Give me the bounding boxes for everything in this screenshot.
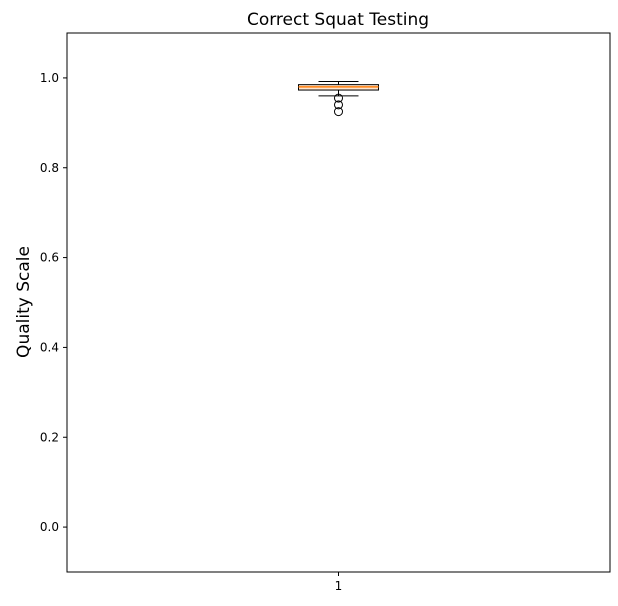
y-axis: 0.0 0.2 0.4 0.6 0.8 1.0: [40, 71, 67, 534]
plot-area-frame: [66, 32, 611, 573]
x-tick-label: 1: [335, 579, 343, 593]
y-tick-label: 0.2: [40, 430, 59, 444]
y-tick-label: 0.4: [40, 340, 59, 354]
y-tick-label: 1.0: [40, 71, 59, 85]
x-axis: 1: [335, 572, 343, 593]
chart-title: Correct Squat Testing: [247, 10, 429, 30]
plot-content: [298, 81, 379, 117]
outlier-point: [334, 100, 343, 110]
outlier-point: [334, 107, 343, 117]
y-tick-label: 0.6: [40, 251, 59, 265]
y-tick-label: 0.8: [40, 161, 59, 175]
y-tick-label: 0.0: [40, 520, 59, 534]
y-axis-label: Quality Scale: [14, 246, 34, 358]
outlier-point: [334, 93, 343, 103]
